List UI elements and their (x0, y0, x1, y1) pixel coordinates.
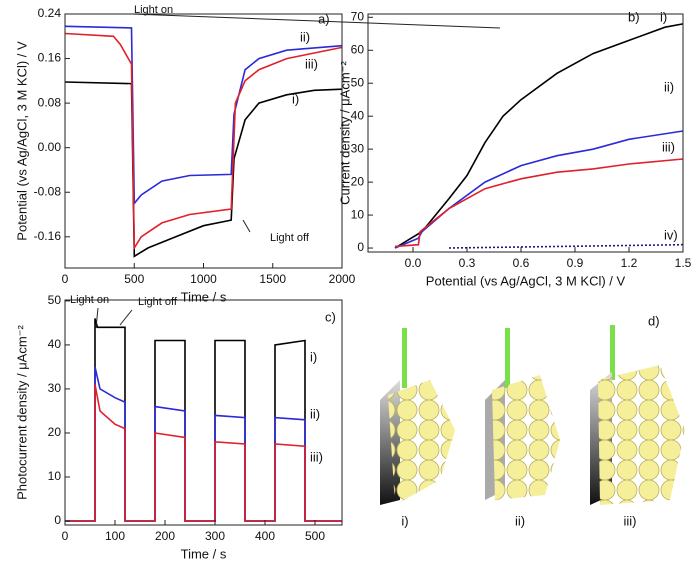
y-tick-label: 60 (351, 42, 365, 56)
annotation-arrow (131, 13, 501, 29)
y-tick-label: 40 (351, 108, 365, 122)
electrode-ii (485, 328, 560, 500)
data-line (64, 32, 343, 251)
y-tick-label: 0 (54, 513, 61, 527)
x-axis-label: Potential (vs Ag/AgCl, 3 M KCl) / V (426, 273, 626, 288)
series-label: i) (310, 349, 317, 364)
x-tick-label: 1000 (190, 272, 217, 286)
x-axis-label: Time / s (181, 546, 227, 561)
y-axis-label: Current density / μAcm⁻² (337, 60, 352, 204)
panel-label: c) (325, 309, 336, 324)
series-label: iii) (662, 139, 675, 154)
x-tick-label: 200 (155, 529, 175, 543)
y-tick-label: -0.08 (34, 184, 62, 198)
annotation: Light off (138, 296, 178, 308)
plot-frame (64, 13, 343, 269)
x-tick-label: 0 (62, 529, 69, 543)
x-tick-label: 1.5 (675, 256, 692, 270)
annotation-arrow (95, 307, 99, 329)
data-line (64, 81, 343, 258)
data-line (64, 25, 343, 206)
series-label: iv) (664, 227, 678, 242)
y-tick-label: -0.16 (34, 229, 62, 243)
plot-frame (64, 299, 343, 526)
x-tick-label: 0.0 (405, 256, 422, 270)
x-tick-label: 0.9 (567, 256, 584, 270)
y-tick-label: 30 (48, 381, 62, 395)
x-tick-label: 100 (105, 529, 125, 543)
illustration: d) i) ii) iii) (380, 313, 685, 528)
x-tick-label: 0 (62, 272, 69, 286)
y-axis-label: Potential (vs Ag/AgCl, 3 M KCl) / V (14, 41, 29, 241)
chart-panel: i) ii) iii) 0 100 200 300 400 500 0 10 20 30 40 50 Time… (14, 293, 343, 561)
y-tick-label: 0 (357, 240, 364, 254)
annotation: Light on (70, 294, 109, 306)
chart-panel: i) ii) iii) iv) 0.0 0.3 0.6 0.9 1.2 1.5 0 10 20 30 40 5… (337, 9, 691, 288)
data-line (394, 130, 684, 249)
data-line (394, 158, 684, 248)
y-tick-label: 0.16 (38, 51, 62, 65)
x-tick-label: 400 (255, 529, 275, 543)
y-tick-label: 50 (351, 75, 365, 89)
plot-frame (367, 13, 684, 253)
series-label: iii) (305, 56, 318, 71)
x-tick-label: 0.6 (513, 256, 530, 270)
panel-label: d) (648, 313, 660, 328)
y-tick-label: 0.08 (38, 95, 62, 109)
x-tick-label: 0.3 (459, 256, 476, 270)
data-line (394, 23, 684, 249)
x-tick-label: 1.2 (621, 256, 638, 270)
series-label: ii) (664, 79, 674, 94)
y-tick-label: 70 (351, 9, 365, 23)
y-axis-label: Photocurrent density / μAcm⁻² (14, 324, 29, 499)
x-tick-label: 500 (305, 529, 325, 543)
caption: ii) (515, 513, 525, 528)
series-label: ii) (310, 406, 320, 421)
electrode-iii (590, 325, 685, 505)
x-tick-label: 2000 (329, 272, 356, 286)
series-label: iii) (310, 449, 323, 464)
y-tick-label: 10 (48, 469, 62, 483)
y-tick-label: 40 (48, 337, 62, 351)
data-line (448, 243, 684, 249)
annotation: Light on (134, 4, 173, 16)
y-tick-label: 20 (48, 425, 62, 439)
panel-label: b) (628, 9, 640, 24)
chart-panel: i)ii)iii)0 500 1000 1500 20000.240.160.080.0… (14, 4, 501, 304)
y-tick-label: 30 (351, 141, 365, 155)
caption: i) (401, 513, 408, 528)
caption: iii) (624, 513, 637, 528)
series-label: i) (292, 91, 299, 106)
y-tick-label: 0.00 (38, 140, 62, 154)
data-line (65, 384, 342, 522)
y-tick-label: 10 (351, 207, 365, 221)
series-label: ii) (300, 29, 310, 44)
y-tick-label: 20 (351, 174, 365, 188)
annotation: Light off (270, 232, 310, 244)
y-tick-label: 50 (48, 293, 62, 307)
data-line (65, 366, 342, 522)
x-tick-label: 500 (124, 272, 144, 286)
annotation-arrow (242, 219, 251, 233)
series-label: i) (660, 9, 667, 24)
x-tick-label: 1500 (259, 272, 286, 286)
x-axis-label: Time / s (181, 289, 227, 304)
y-tick-label: 0.24 (38, 6, 62, 20)
panel-label: a) (318, 11, 330, 26)
annotation-arrow (119, 309, 133, 326)
electrode-i (380, 328, 455, 505)
x-tick-label: 300 (205, 529, 225, 543)
